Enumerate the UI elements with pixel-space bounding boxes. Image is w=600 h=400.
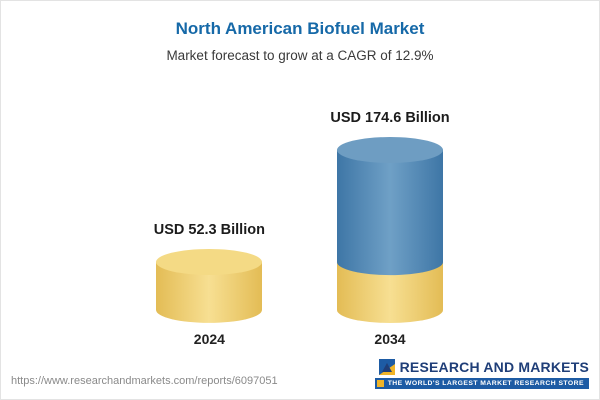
chart-title: North American Biofuel Market [175, 19, 425, 38]
logo-top-row: RESEARCH AND MARKETS [378, 359, 589, 375]
research-and-markets-logo: RESEARCH AND MARKETS THE WORLD'S LARGEST… [374, 359, 589, 389]
chart-header: North American Biofuel Market Market for… [1, 1, 599, 63]
bar-group-2024: USD 52.3 Billion 2024 [150, 222, 268, 347]
value-label-2034: USD 174.6 Billion [330, 110, 450, 126]
logo-mark-icon [378, 359, 395, 375]
logo-name: RESEARCH AND MARKETS [399, 359, 589, 375]
logo-tagline-bar: THE WORLD'S LARGEST MARKET RESEARCH STOR… [374, 378, 589, 389]
bar-group-2034: USD 174.6 Billion 2034 [330, 110, 449, 347]
cylinder-bar-2024 [156, 249, 263, 324]
logo-tagline: THE WORLD'S LARGEST MARKET RESEARCH STOR… [387, 380, 584, 387]
value-label-2024: USD 52.3 Billion [153, 222, 265, 239]
chart-area: USD 52.3 Billion 2024 USD 174.6 Billion … [1, 63, 599, 399]
logo-yellow-notch [376, 380, 384, 387]
cylinder-bar-2034 [336, 137, 443, 323]
report-url: https://www.researchandmarkets.com/repor… [11, 375, 278, 387]
category-label-2034: 2034 [374, 331, 406, 347]
category-label-2024: 2024 [193, 331, 225, 347]
chart-subtitle: Market forecast to grow at a CAGR of 12.… [166, 48, 434, 63]
footer: https://www.researchandmarkets.com/repor… [1, 351, 599, 399]
